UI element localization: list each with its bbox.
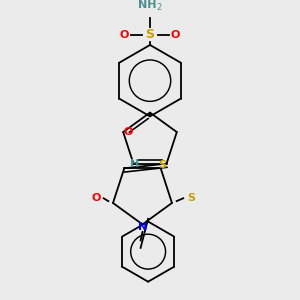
Text: S: S: [159, 160, 167, 170]
Text: N: N: [138, 222, 147, 232]
Text: O: O: [123, 127, 133, 137]
Text: H: H: [130, 159, 139, 169]
Text: S: S: [146, 28, 154, 41]
Text: O: O: [92, 193, 101, 203]
Text: S: S: [187, 193, 195, 203]
Text: O: O: [171, 30, 180, 40]
Text: O: O: [120, 30, 129, 40]
Text: NH: NH: [138, 0, 156, 10]
Text: 2: 2: [157, 3, 162, 12]
